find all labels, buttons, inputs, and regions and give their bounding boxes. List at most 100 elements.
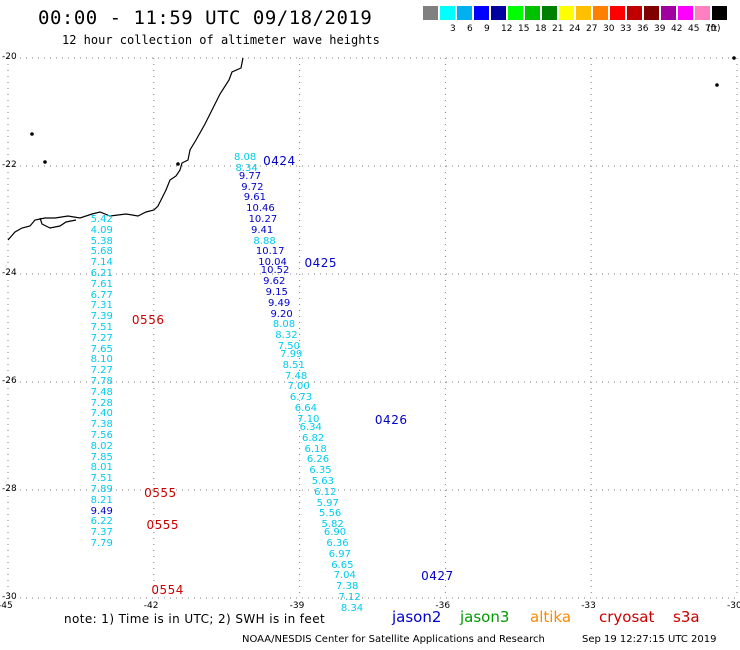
page-title: 00:00 - 11:59 UTC 09/18/2019 bbox=[38, 7, 373, 29]
legend-swatch bbox=[491, 6, 506, 20]
wave-height-value: 6.73 bbox=[289, 392, 313, 404]
wave-height-value: 6.34 bbox=[299, 421, 322, 433]
wave-height-value: 7.79 bbox=[90, 538, 113, 549]
wave-height-value: 10.04 bbox=[258, 257, 287, 269]
wave-height-value: 8.21 bbox=[90, 494, 113, 506]
legend-swatch bbox=[474, 6, 489, 20]
page-subtitle: 12 hour collection of altimeter wave hei… bbox=[62, 33, 380, 47]
wave-height-value: 9.20 bbox=[270, 308, 293, 320]
wave-height-value: 7.38 bbox=[90, 419, 113, 431]
wave-height-value: 5.56 bbox=[319, 508, 342, 520]
wave-height-value: 7.56 bbox=[90, 430, 113, 441]
wave-height-value: 5.38 bbox=[90, 235, 113, 247]
wave-height-value: 7.12 bbox=[338, 592, 361, 603]
island bbox=[715, 83, 719, 87]
wave-height-value: 6.90 bbox=[323, 527, 347, 539]
wave-height-value: 7.48 bbox=[90, 386, 113, 398]
legend-swatch bbox=[542, 6, 557, 20]
wave-height-value: 5.97 bbox=[316, 497, 339, 509]
legend-jason2: jason2 bbox=[392, 608, 442, 626]
pass-time-label: 0426 bbox=[374, 412, 408, 427]
latitude-tick-label: -22 bbox=[2, 160, 17, 170]
wave-height-value: 6.36 bbox=[326, 538, 349, 549]
wave-height-value: 7.65 bbox=[90, 343, 113, 355]
wave-height-value: 5.63 bbox=[311, 475, 335, 487]
wave-height-value: 6.97 bbox=[328, 548, 352, 560]
wave-height-value: 9.49 bbox=[268, 297, 291, 309]
longitude-tick-label: -36 bbox=[435, 601, 451, 611]
legend-swatch bbox=[712, 6, 727, 20]
latitude-tick-label: -28 bbox=[2, 484, 17, 494]
wave-height-value: 9.77 bbox=[238, 170, 262, 182]
legend-swatch bbox=[593, 6, 608, 20]
legend-unit-label: (ft) bbox=[707, 24, 721, 34]
legend-altika: altika bbox=[530, 608, 572, 626]
wave-height-value: 10.46 bbox=[246, 203, 275, 215]
wave-height-value: 10.52 bbox=[260, 265, 290, 277]
wave-height-value: 8.88 bbox=[253, 235, 276, 247]
footnote: note: 1) Time is in UTC; 2) SWH is in fe… bbox=[64, 612, 326, 626]
island bbox=[43, 160, 47, 164]
wave-height-value: 10.17 bbox=[255, 246, 285, 258]
legend-tick-label: 27 bbox=[586, 24, 598, 34]
pass-time-label: 0555 bbox=[144, 485, 177, 500]
latitude-tick-label: -20 bbox=[2, 52, 17, 62]
pass-time-label: 0555 bbox=[146, 518, 180, 533]
pass-time-label: 0554 bbox=[151, 582, 184, 597]
latitude-tick-label: -30 bbox=[2, 592, 17, 602]
legend-swatch bbox=[627, 6, 642, 20]
wave-height-value: 7.99 bbox=[280, 349, 303, 360]
legend-swatch bbox=[610, 6, 625, 20]
generation-timestamp: Sep 19 12:27:15 UTC 2019 bbox=[582, 634, 717, 645]
wave-height-value: 6.77 bbox=[90, 289, 113, 301]
pass-time-label: 0427 bbox=[421, 569, 454, 584]
wave-height-value: 7.27 bbox=[90, 365, 113, 377]
lat-lon-grid bbox=[7, 57, 738, 599]
legend-tick-label: 12 bbox=[501, 24, 513, 34]
legend-tick-label: 24 bbox=[569, 24, 581, 34]
longitude-tick-label: -30 bbox=[727, 601, 740, 611]
wave-height-value: 9.49 bbox=[90, 505, 113, 517]
wave-height-value: 8.02 bbox=[90, 440, 113, 452]
latitude-tick-label: -24 bbox=[2, 268, 17, 278]
legend-tick-label: 15 bbox=[518, 24, 530, 34]
wave-height-value: 7.10 bbox=[297, 413, 320, 425]
wave-height-value: 7.50 bbox=[277, 340, 300, 352]
wave-height-value: 8.10 bbox=[90, 354, 113, 366]
wave-height-value: 5.82 bbox=[321, 519, 344, 531]
legend-tick-label: 3 bbox=[450, 24, 456, 34]
legend-tick-label: 6 bbox=[467, 24, 473, 34]
legend-tick-label: 70 bbox=[705, 24, 717, 34]
longitude-tick-label: -33 bbox=[581, 601, 596, 611]
longitude-tick-label: -45 bbox=[0, 601, 13, 611]
wave-height-value: 10.27 bbox=[248, 214, 278, 225]
coastline bbox=[7, 56, 736, 241]
longitude-tick-label: -42 bbox=[143, 601, 159, 611]
wave-height-value: 7.51 bbox=[90, 473, 113, 485]
wave-height-value: 7.00 bbox=[287, 381, 310, 393]
wave-height-value: 7.78 bbox=[90, 376, 113, 387]
wave-height-value: 7.39 bbox=[90, 311, 113, 323]
legend-tick-label: 45 bbox=[688, 24, 700, 34]
legend-swatch bbox=[661, 6, 676, 20]
wave-height-value: 6.82 bbox=[302, 432, 325, 444]
wave-height-value: 6.18 bbox=[304, 443, 327, 455]
longitude-tick-label: -39 bbox=[289, 601, 305, 611]
wave-height-value: 8.34 bbox=[340, 602, 364, 614]
legend-tick-label: 21 bbox=[552, 24, 564, 34]
legend-jason3: jason3 bbox=[460, 608, 510, 626]
wave-height-value: 7.38 bbox=[336, 581, 359, 593]
wave-height-value: 8.01 bbox=[90, 462, 113, 474]
pass-time-label: 0556 bbox=[131, 312, 165, 327]
wave-height-value: 8.51 bbox=[282, 359, 305, 371]
wave-height-value: 7.61 bbox=[90, 278, 113, 290]
wave-height-value: 6.26 bbox=[306, 454, 330, 466]
wave-height-value: 7.40 bbox=[90, 408, 113, 420]
legend-swatch bbox=[508, 6, 523, 20]
legend-tick-label: 39 bbox=[654, 24, 666, 34]
wave-height-value: 8.32 bbox=[275, 330, 298, 342]
wave-height-value: 6.12 bbox=[314, 486, 337, 498]
legend-swatch bbox=[644, 6, 659, 20]
island bbox=[176, 162, 180, 166]
legend-swatch bbox=[440, 6, 455, 20]
